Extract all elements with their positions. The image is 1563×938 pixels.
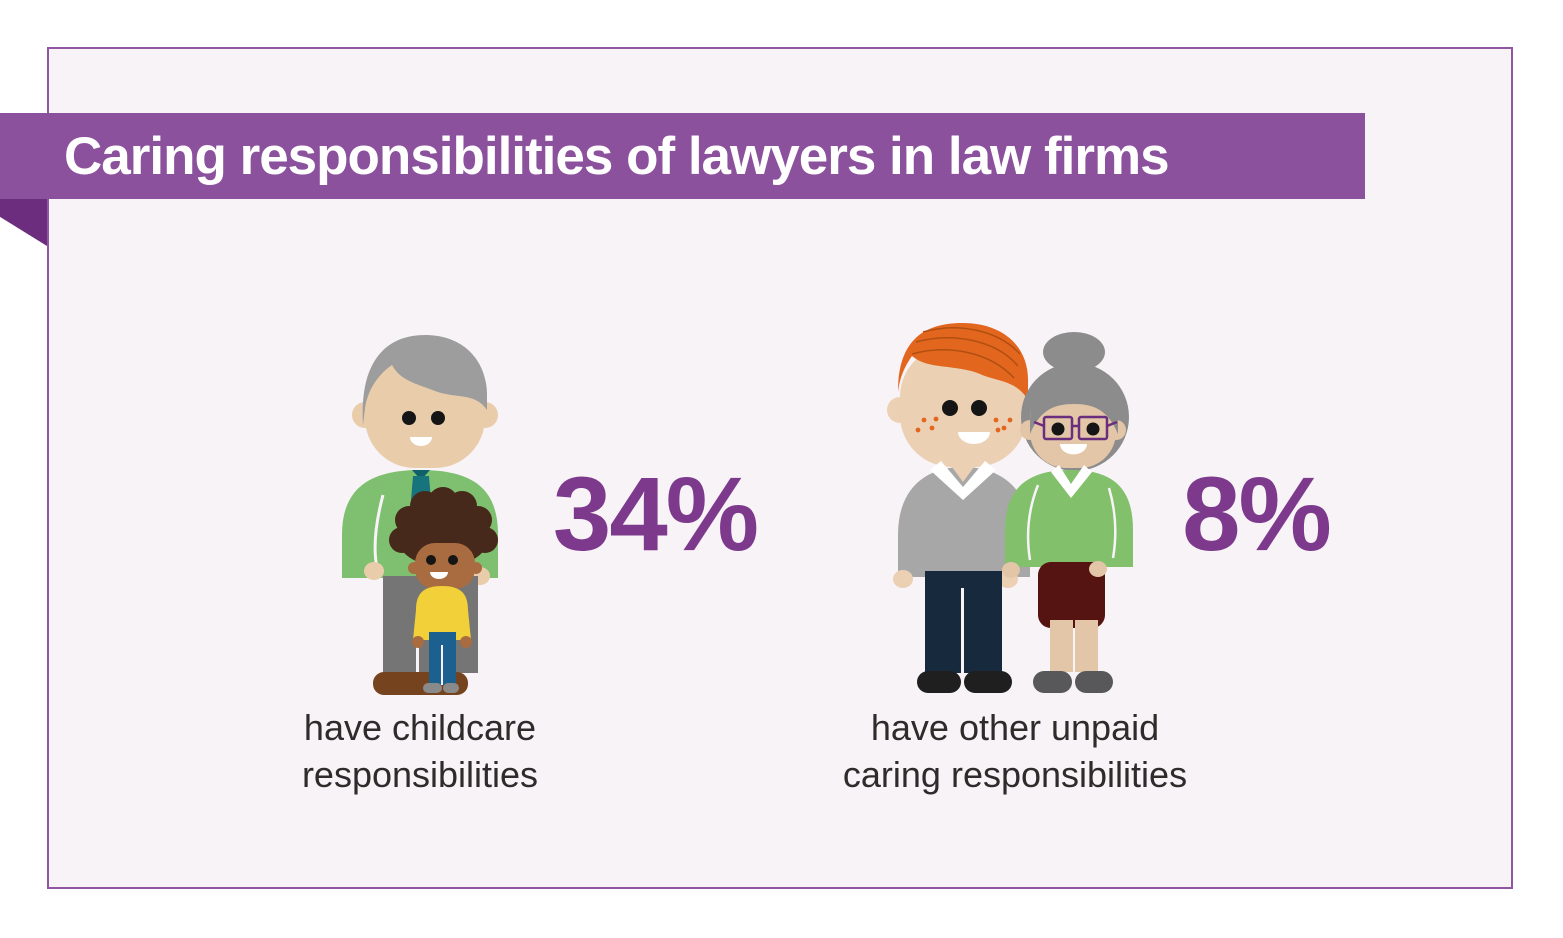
caption-line: responsibilities xyxy=(301,754,539,795)
red-haired-man-figure xyxy=(887,323,1040,693)
child-figure xyxy=(389,487,498,693)
elderly-woman-figure xyxy=(1002,332,1133,693)
banner-fold-icon xyxy=(0,199,47,246)
caption-other-caring: have other unpaid caring responsibilitie… xyxy=(775,704,1255,798)
stat-value-childcare: 34% xyxy=(552,456,759,573)
title-banner: Caring responsibilities of lawyers in la… xyxy=(0,113,1365,199)
caption-line: caring responsibilities xyxy=(842,754,1188,795)
caption-line: have other unpaid xyxy=(870,707,1160,748)
stat-value-other-caring: 8% xyxy=(1182,456,1332,573)
page-title: Caring responsibilities of lawyers in la… xyxy=(64,126,1170,186)
older-man-with-child-illustration xyxy=(342,335,498,695)
man-with-elderly-woman-illustration xyxy=(887,323,1133,693)
caption-line: have childcare xyxy=(303,707,537,748)
caption-childcare: have childcare responsibilities xyxy=(230,704,610,798)
